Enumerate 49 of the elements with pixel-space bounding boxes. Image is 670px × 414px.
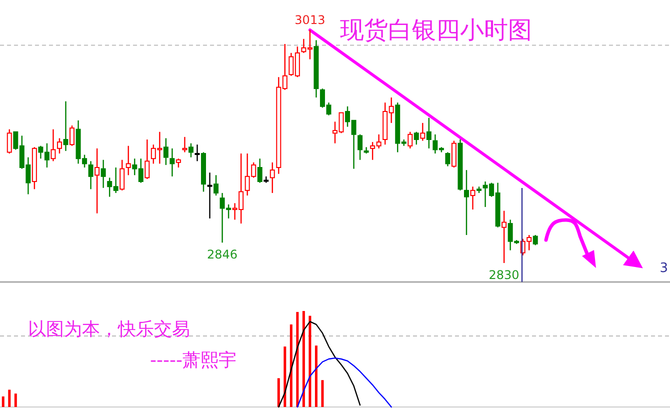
bar (321, 380, 324, 407)
bar (284, 346, 286, 407)
candlestick (194, 144, 200, 162)
candlestick (207, 172, 212, 220)
candlestick (270, 162, 275, 194)
candlestick (188, 142, 194, 158)
bar (14, 394, 17, 407)
candlestick (182, 136, 188, 153)
candlestick (464, 169, 469, 236)
annotation: 3013 (294, 13, 326, 27)
candlestick (257, 158, 262, 184)
candlestick (532, 234, 538, 246)
candlestick (6, 128, 12, 154)
candlestick (88, 160, 94, 190)
candlestick (120, 159, 125, 192)
candlestick (163, 138, 168, 166)
candlestick (100, 159, 106, 188)
bar (8, 390, 11, 407)
candlestick (451, 140, 456, 168)
candlestick (502, 210, 507, 264)
bar (290, 324, 292, 407)
candlestick (94, 148, 100, 214)
candlestick (470, 186, 476, 210)
candlestick (420, 122, 426, 142)
candlestick (214, 174, 219, 196)
annotation: 以图为本，快乐交易 (28, 319, 190, 340)
candlestick (144, 138, 150, 180)
bar (277, 378, 280, 407)
candlestick (50, 128, 56, 162)
candlestick (126, 145, 131, 176)
bar (302, 311, 305, 407)
candlestick (414, 131, 419, 146)
annotation: 3 (660, 261, 668, 276)
candlestick (426, 117, 432, 150)
annotation: -----萧熙宇 (150, 350, 236, 371)
candlestick (170, 148, 175, 178)
annotation: 2846 (207, 248, 238, 262)
bar (2, 396, 4, 407)
candlestick (56, 138, 62, 154)
bar (314, 346, 318, 407)
chart-title: 现货白银四小时图 (340, 16, 532, 44)
candlestick (408, 131, 413, 150)
candlestick (445, 152, 450, 167)
annotation: 2830 (488, 268, 520, 282)
bar (308, 316, 312, 407)
candlestick (63, 100, 68, 152)
candlestick (358, 134, 363, 160)
candlestick (70, 124, 75, 146)
bar (296, 312, 299, 407)
